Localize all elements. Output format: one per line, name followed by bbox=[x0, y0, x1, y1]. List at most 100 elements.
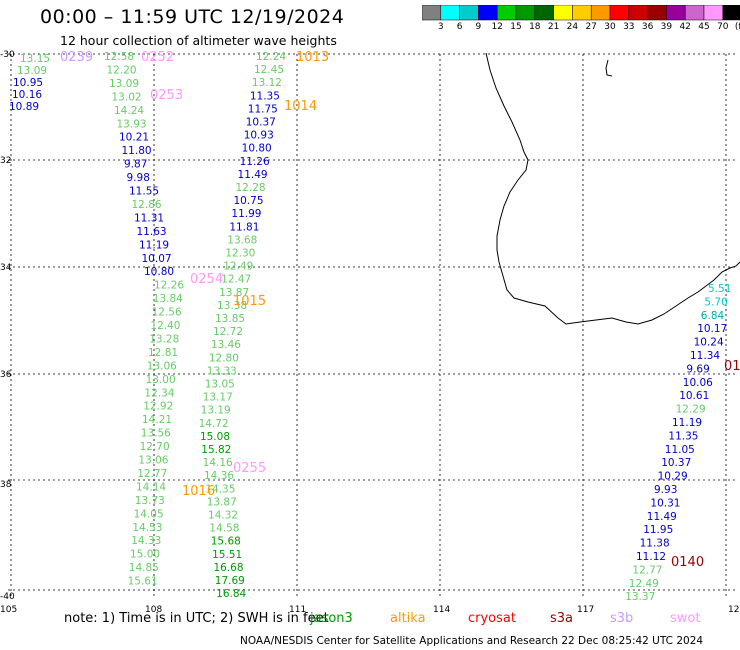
wave-height-value: 11.49 bbox=[647, 511, 677, 523]
wave-height-value: 17.69 bbox=[215, 575, 245, 587]
satellite-legend-item: swot bbox=[670, 611, 701, 626]
wave-height-value: 5.70 bbox=[704, 296, 727, 308]
pass-time-label: 01 bbox=[724, 359, 740, 374]
wave-height-value: 12.56 bbox=[152, 307, 182, 319]
wave-height-value: 12.86 bbox=[132, 199, 162, 211]
wave-height-value: 10.89 bbox=[9, 101, 39, 113]
wave-height-value: 13.17 bbox=[203, 392, 233, 404]
wave-height-tracks: 13.1513.0910.9510.1610.8912.5812.2013.09… bbox=[9, 51, 731, 603]
wave-height-value: 14.14 bbox=[136, 481, 166, 493]
wave-height-value: 10.07 bbox=[142, 253, 172, 265]
wave-height-value: 12.45 bbox=[254, 64, 284, 76]
wave-height-value: 13.12 bbox=[252, 77, 282, 89]
wave-height-value: 11.12 bbox=[636, 551, 666, 563]
wave-height-value: 13.00 bbox=[146, 374, 176, 386]
colorbar-label: 39 bbox=[660, 22, 673, 32]
wave-height-value: 11.38 bbox=[640, 538, 670, 550]
satellite-legend-item: s3b bbox=[610, 611, 634, 626]
wave-height-value: 15.00 bbox=[130, 549, 160, 561]
latitude-label: -40 bbox=[0, 592, 15, 602]
wave-height-value: 12.92 bbox=[143, 401, 173, 413]
wave-height-value: 11.99 bbox=[231, 208, 261, 220]
wave-height-value: 13.68 bbox=[227, 234, 257, 246]
colorbar-label: 3 bbox=[437, 22, 444, 32]
wave-height-value: 13.37 bbox=[625, 591, 655, 603]
colorbar-label: 36 bbox=[641, 22, 654, 32]
colorbar-swatch bbox=[722, 5, 740, 21]
longitude-label: 108 bbox=[145, 605, 162, 615]
wave-height-value: 9.87 bbox=[124, 159, 147, 171]
wave-height-value: 13.87 bbox=[219, 287, 249, 299]
wave-height-value: 13.06 bbox=[147, 360, 177, 372]
wave-height-value: 11.55 bbox=[129, 186, 159, 198]
colorbar-label: 18 bbox=[529, 22, 541, 32]
pass-time-label: 1014 bbox=[284, 99, 317, 114]
satellite-legend: jason3 altika cryosat s3a s3b swot bbox=[300, 611, 740, 627]
wave-height-value: 13.19 bbox=[201, 405, 231, 417]
wave-height-value: 12.24 bbox=[256, 51, 286, 63]
wave-height-value: 12.47 bbox=[221, 274, 251, 286]
wave-height-value: 11.34 bbox=[690, 350, 720, 362]
wave-height-value: 9.93 bbox=[654, 484, 677, 496]
wave-height-value: 11.35 bbox=[668, 430, 698, 442]
wave-height-value: 12.81 bbox=[148, 347, 178, 359]
colorbar-label: 70 bbox=[717, 22, 729, 32]
wave-height-value: 15.61 bbox=[128, 576, 158, 588]
longitude-label: 105 bbox=[0, 605, 17, 615]
colorbar-label: 15 bbox=[510, 22, 522, 32]
wave-height-value: 13.02 bbox=[112, 91, 142, 103]
wave-height-value: 10.95 bbox=[13, 77, 43, 89]
coastline bbox=[485, 52, 740, 325]
wave-height-value: 16.84 bbox=[216, 588, 246, 600]
wave-height-value: 10.61 bbox=[679, 390, 709, 402]
wave-height-value: 12.80 bbox=[209, 352, 239, 364]
wave-height-value: 10.16 bbox=[12, 89, 42, 101]
satellite-legend-item: s3a bbox=[550, 611, 574, 626]
wave-height-value: 14.16 bbox=[203, 457, 233, 469]
satellite-legend-item: altika bbox=[390, 611, 426, 626]
wave-height-value: 13.46 bbox=[211, 339, 241, 351]
wave-height-value: 14.05 bbox=[134, 508, 164, 520]
footer-credit: NOAA/NESDIS Center for Satellite Applica… bbox=[240, 635, 704, 647]
wave-height-value: 11.81 bbox=[229, 221, 259, 233]
pass-time-label: 1015 bbox=[233, 294, 266, 309]
axis-labels: -30 32 34 36 38 -40 105 108 111 114 117 120 bbox=[0, 50, 740, 615]
colorbar-label: 6 bbox=[456, 22, 463, 32]
wave-height-value: 14.85 bbox=[129, 562, 159, 574]
wave-height-value: 12.28 bbox=[236, 182, 266, 194]
wave-height-value: 12.26 bbox=[154, 280, 184, 292]
wave-height-value: 14.35 bbox=[205, 483, 235, 495]
colorbar-label: 45 bbox=[698, 22, 710, 32]
wave-height-value: 13.87 bbox=[207, 496, 237, 508]
wave-height-value: 12.29 bbox=[676, 404, 706, 416]
satellite-legend-item: cryosat bbox=[468, 611, 516, 626]
wave-height-value: 14.24 bbox=[114, 105, 144, 117]
wave-height-value: 13.06 bbox=[138, 455, 168, 467]
latitude-label: -30 bbox=[0, 50, 15, 60]
wave-height-value: 11.05 bbox=[665, 444, 695, 456]
wave-height-value: 14.32 bbox=[208, 510, 238, 522]
colorbar-label: 30 bbox=[604, 22, 616, 32]
wave-height-value: 11.95 bbox=[643, 524, 673, 536]
colorbar-label: 21 bbox=[547, 22, 560, 32]
wave-height-value: 10.75 bbox=[233, 195, 263, 207]
wave-height-value: 12.49 bbox=[629, 578, 659, 590]
wave-height-value: 13.84 bbox=[153, 293, 183, 305]
latitude-label: 34 bbox=[0, 263, 12, 273]
wave-height-value: 10.37 bbox=[661, 457, 691, 469]
pass-time-label: 0254 bbox=[190, 272, 223, 287]
wave-height-value: 13.28 bbox=[149, 333, 179, 345]
longitude-label: 120 bbox=[728, 605, 740, 615]
longitude-label: 117 bbox=[577, 605, 594, 615]
colorbar-label: 24 bbox=[566, 22, 579, 32]
wave-height-value: 10.24 bbox=[694, 337, 724, 349]
wave-height-value: 13.38 bbox=[217, 300, 247, 312]
wave-height-value: 14.36 bbox=[204, 470, 234, 482]
pass-time-label: 0252 bbox=[141, 50, 174, 65]
pass-time-labels: 0239 0252 0253 1013 1014 0254 1015 0255 1016 01 01… bbox=[60, 50, 740, 570]
wave-height-value: 14.21 bbox=[142, 414, 172, 426]
wave-height-value: 11.35 bbox=[250, 90, 280, 102]
wave-height-value: 5.51 bbox=[708, 283, 731, 295]
wave-height-value: 15.51 bbox=[212, 549, 242, 561]
